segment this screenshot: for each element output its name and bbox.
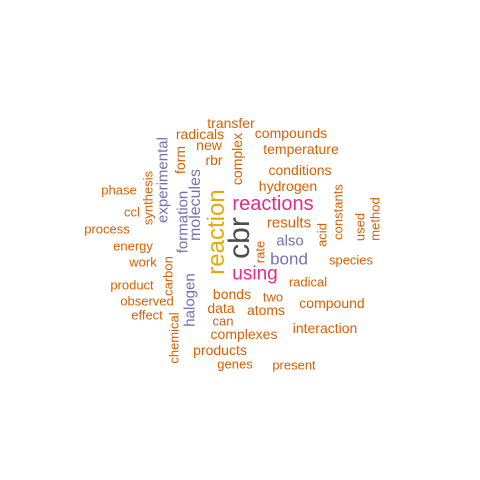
word-compound: compound: [299, 295, 365, 311]
word-reaction: reaction: [203, 189, 230, 275]
word-conditions: conditions: [268, 162, 332, 178]
word-data: data: [207, 300, 235, 316]
word-ccl: ccl: [124, 204, 140, 220]
word-rate: rate: [252, 240, 268, 264]
word-complexes: complexes: [210, 326, 278, 342]
word-carbon: carbon: [160, 256, 176, 296]
word-rbr: rbr: [205, 152, 223, 168]
word-compounds: compounds: [254, 125, 328, 141]
word-transfer: transfer: [207, 115, 255, 131]
word-synthesis: synthesis: [140, 170, 156, 226]
word-reactions: reactions: [232, 193, 314, 215]
word-bonds: bonds: [212, 286, 252, 302]
word-hydrogen: hydrogen: [258, 178, 318, 194]
word-experimental: experimental: [154, 137, 172, 223]
word-constants: constants: [330, 184, 346, 240]
word-energy: energy: [113, 238, 153, 254]
word-acid: acid: [314, 223, 330, 247]
word-species: species: [328, 252, 374, 268]
word-radicals: radicals: [175, 126, 225, 142]
word-present: present: [272, 357, 316, 373]
word-formation: formation: [174, 190, 192, 254]
word-radical: radical: [288, 274, 328, 290]
word-interaction: interaction: [292, 320, 358, 336]
word-phase: phase: [101, 182, 137, 198]
word-complex: complex: [229, 132, 245, 186]
word-new: new: [196, 137, 222, 153]
word-using: using: [232, 263, 278, 285]
word-atoms: atoms: [246, 302, 286, 318]
word-results: results: [266, 214, 312, 232]
word-bond: bond: [270, 249, 308, 269]
word-observed: observed: [120, 293, 174, 309]
word-process: process: [84, 221, 130, 237]
word-genes: genes: [217, 356, 253, 372]
word-effect: effect: [131, 307, 163, 323]
word-products: products: [193, 342, 247, 358]
word-method: method: [367, 197, 383, 241]
word-also: also: [276, 232, 304, 250]
word-chemical: chemical: [166, 312, 182, 364]
word-can: can: [212, 313, 234, 329]
word-work: work: [129, 254, 157, 270]
word-halogen: halogen: [181, 273, 199, 327]
word-temperature: temperature: [263, 141, 339, 157]
word-product: product: [110, 277, 154, 293]
word-used: used: [352, 212, 368, 242]
word-form: form: [172, 146, 188, 174]
word-two: two: [262, 289, 284, 305]
